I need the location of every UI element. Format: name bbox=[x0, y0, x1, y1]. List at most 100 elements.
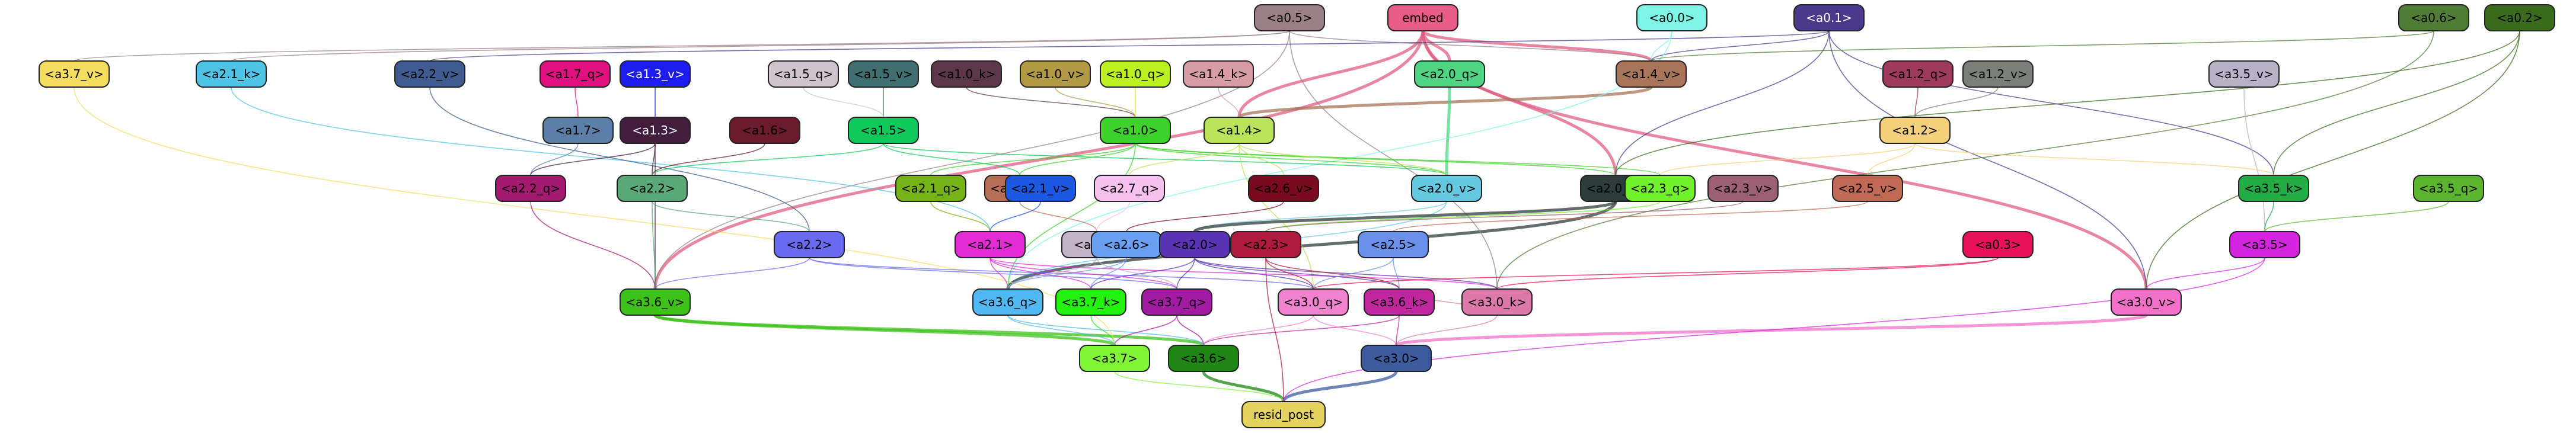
node-a14[interactable]: <a1.4> bbox=[1204, 117, 1275, 144]
node-a23q[interactable]: <a2.3_q> bbox=[1624, 175, 1696, 202]
node-a01[interactable]: <a0.1> bbox=[1793, 4, 1865, 31]
edge-a27q-to-a27 bbox=[1096, 201, 1130, 232]
node-a30[interactable]: <a3.0> bbox=[1361, 345, 1432, 372]
node-box bbox=[2208, 60, 2280, 88]
edge-a35k-to-a35 bbox=[2264, 201, 2274, 232]
node-a22q[interactable]: <a2.2_q> bbox=[495, 175, 566, 202]
node-a02[interactable]: <a0.2> bbox=[2484, 4, 2555, 31]
edge-a01-to-a35k bbox=[1828, 30, 2274, 176]
node-label: <a1.5> bbox=[860, 123, 906, 137]
edge-a36v-to-a36 bbox=[653, 313, 1205, 347]
node-a00[interactable]: <a0.0> bbox=[1636, 4, 1707, 31]
node-a26[interactable]: <a2.6> bbox=[1091, 231, 1162, 258]
node-label: <a1.0> bbox=[1112, 123, 1158, 137]
node-a17[interactable]: <a1.7> bbox=[542, 117, 614, 144]
node-label: <a3.6_q> bbox=[978, 295, 1038, 309]
node-a37k[interactable]: <a3.7_k> bbox=[1055, 288, 1126, 316]
edge-a36v-to-a37 bbox=[653, 313, 1116, 347]
edge-a25-to-a36k bbox=[1393, 257, 1400, 290]
node-layer: <a0.5> embed <a0.0> <a0.1> <a0.6> <a0.2> <a3.7… bbox=[39, 4, 2555, 428]
node-a37q[interactable]: <a3.7_q> bbox=[1141, 288, 1212, 316]
node-a03[interactable]: <a0.3> bbox=[1962, 231, 2034, 258]
edge-embed-to-a36v bbox=[653, 30, 1425, 290]
node-a15v[interactable]: <a1.5_v> bbox=[848, 60, 919, 88]
node-label: <a2.1_v> bbox=[1011, 181, 1070, 195]
node-a13[interactable]: <a1.3> bbox=[620, 117, 691, 144]
node-a12[interactable]: <a1.2> bbox=[1879, 117, 1951, 144]
node-a35q[interactable]: <a3.5_q> bbox=[2413, 175, 2484, 202]
edge-a26-to-a37k bbox=[1090, 257, 1127, 290]
node-a20q[interactable]: <a2.0_q> bbox=[1414, 60, 1485, 88]
node-a20v[interactable]: <a2.0_v> bbox=[1411, 175, 1482, 202]
node-box bbox=[848, 117, 919, 144]
edge-a14-to-a27q bbox=[1129, 143, 1240, 176]
node-a30q[interactable]: <a3.0_q> bbox=[1278, 288, 1349, 316]
node-a22[interactable]: <a2.2> bbox=[617, 175, 688, 202]
node-a10k[interactable]: <a1.0_k> bbox=[931, 60, 1002, 88]
node-a23v[interactable]: <a2.3_v> bbox=[1707, 175, 1779, 202]
edge-a36q-to-a36 bbox=[1007, 315, 1204, 346]
node-a35v[interactable]: <a3.5_v> bbox=[2208, 60, 2280, 88]
node-a06[interactable]: <a0.6> bbox=[2398, 4, 2469, 31]
node-a21[interactable]: <a2.1> bbox=[955, 231, 1026, 258]
node-a14v[interactable]: <a1.4_v> bbox=[1616, 60, 1687, 88]
node-box bbox=[1962, 231, 2034, 258]
edge-a26v-to-a26 bbox=[1126, 201, 1284, 232]
node-a21q[interactable]: <a2.1_q> bbox=[895, 175, 966, 202]
node-a36[interactable]: <a3.6> bbox=[1168, 345, 1239, 372]
node-a36v[interactable]: <a3.6_v> bbox=[620, 288, 691, 316]
node-a36q[interactable]: <a3.6_q> bbox=[972, 288, 1043, 316]
node-a10q[interactable]: <a1.0_q> bbox=[1100, 60, 1171, 88]
node-a10v[interactable]: <a1.0_v> bbox=[1020, 60, 1091, 88]
node-a25[interactable]: <a2.5> bbox=[1358, 231, 1429, 258]
node-a12v[interactable]: <a1.2_v> bbox=[1962, 60, 2034, 88]
node-a37[interactable]: <a3.7> bbox=[1079, 345, 1150, 372]
node-a20[interactable]: <a2.0> bbox=[1159, 231, 1230, 258]
node-a21k[interactable]: <a2.1_k> bbox=[196, 60, 267, 88]
node-box bbox=[1624, 175, 1696, 202]
node-a30k[interactable]: <a3.0_k> bbox=[1461, 288, 1533, 316]
node-a17q[interactable]: <a1.7_q> bbox=[540, 60, 611, 88]
node-box bbox=[1793, 4, 1865, 31]
node-a25v[interactable]: <a2.5_v> bbox=[1832, 175, 1903, 202]
node-box bbox=[1461, 288, 1533, 316]
edge-a25v-to-a25 bbox=[1393, 201, 1868, 232]
node-label: <a2.7_q> bbox=[1100, 181, 1159, 195]
edge-a37q-to-a37 bbox=[1114, 315, 1177, 346]
node-box bbox=[196, 60, 267, 88]
node-a14k[interactable]: <a1.4_k> bbox=[1183, 60, 1254, 88]
edge-a15-to-a27v bbox=[883, 143, 1020, 176]
node-label: <a1.0_v> bbox=[1026, 67, 1084, 81]
node-a27q[interactable]: <a2.7_q> bbox=[1094, 175, 1165, 202]
node-a23[interactable]: <a2.3> bbox=[1230, 231, 1301, 258]
edge-a23-to-resid bbox=[1265, 257, 1284, 402]
node-a35[interactable]: <a3.5> bbox=[2229, 231, 2300, 258]
node-box bbox=[1361, 345, 1432, 372]
node-a30v[interactable]: <a3.0_v> bbox=[2111, 288, 2182, 316]
node-a12q[interactable]: <a1.2_q> bbox=[1882, 60, 1953, 88]
node-a10[interactable]: <a1.0> bbox=[1100, 117, 1171, 144]
node-a36k[interactable]: <a3.6_k> bbox=[1364, 288, 1435, 316]
node-embed[interactable]: embed bbox=[1387, 4, 1458, 31]
node-label: <a3.7_q> bbox=[1147, 295, 1206, 309]
node-box bbox=[972, 288, 1043, 316]
node-a22b[interactable]: <a2.2> bbox=[774, 231, 845, 258]
node-a21v[interactable]: <a2.1_v> bbox=[1005, 175, 1076, 202]
node-a22v[interactable]: <a2.2_v> bbox=[394, 60, 465, 88]
node-box bbox=[1230, 231, 1301, 258]
node-box bbox=[1079, 345, 1150, 372]
edge-a12q-to-a12 bbox=[1914, 86, 1919, 118]
node-a16[interactable]: <a1.6> bbox=[729, 117, 800, 144]
node-label: <a2.2_v> bbox=[400, 67, 459, 81]
node-a37v[interactable]: <a3.7_v> bbox=[39, 60, 110, 88]
node-a15q[interactable]: <a1.5_q> bbox=[768, 60, 839, 88]
node-a35k[interactable]: <a3.5_k> bbox=[2238, 175, 2309, 202]
node-a26v[interactable]: <a2.6_v> bbox=[1248, 175, 1319, 202]
node-label: <a0.2> bbox=[2497, 11, 2543, 25]
node-resid[interactable]: resid_post bbox=[1241, 401, 1326, 428]
edge-a14v-to-a14 bbox=[1237, 85, 1653, 119]
node-a05[interactable]: <a0.5> bbox=[1254, 4, 1325, 31]
node-a13v[interactable]: <a1.3_v> bbox=[620, 60, 691, 88]
node-a15[interactable]: <a1.5> bbox=[848, 117, 919, 144]
node-label: <a1.4> bbox=[1216, 123, 1262, 137]
